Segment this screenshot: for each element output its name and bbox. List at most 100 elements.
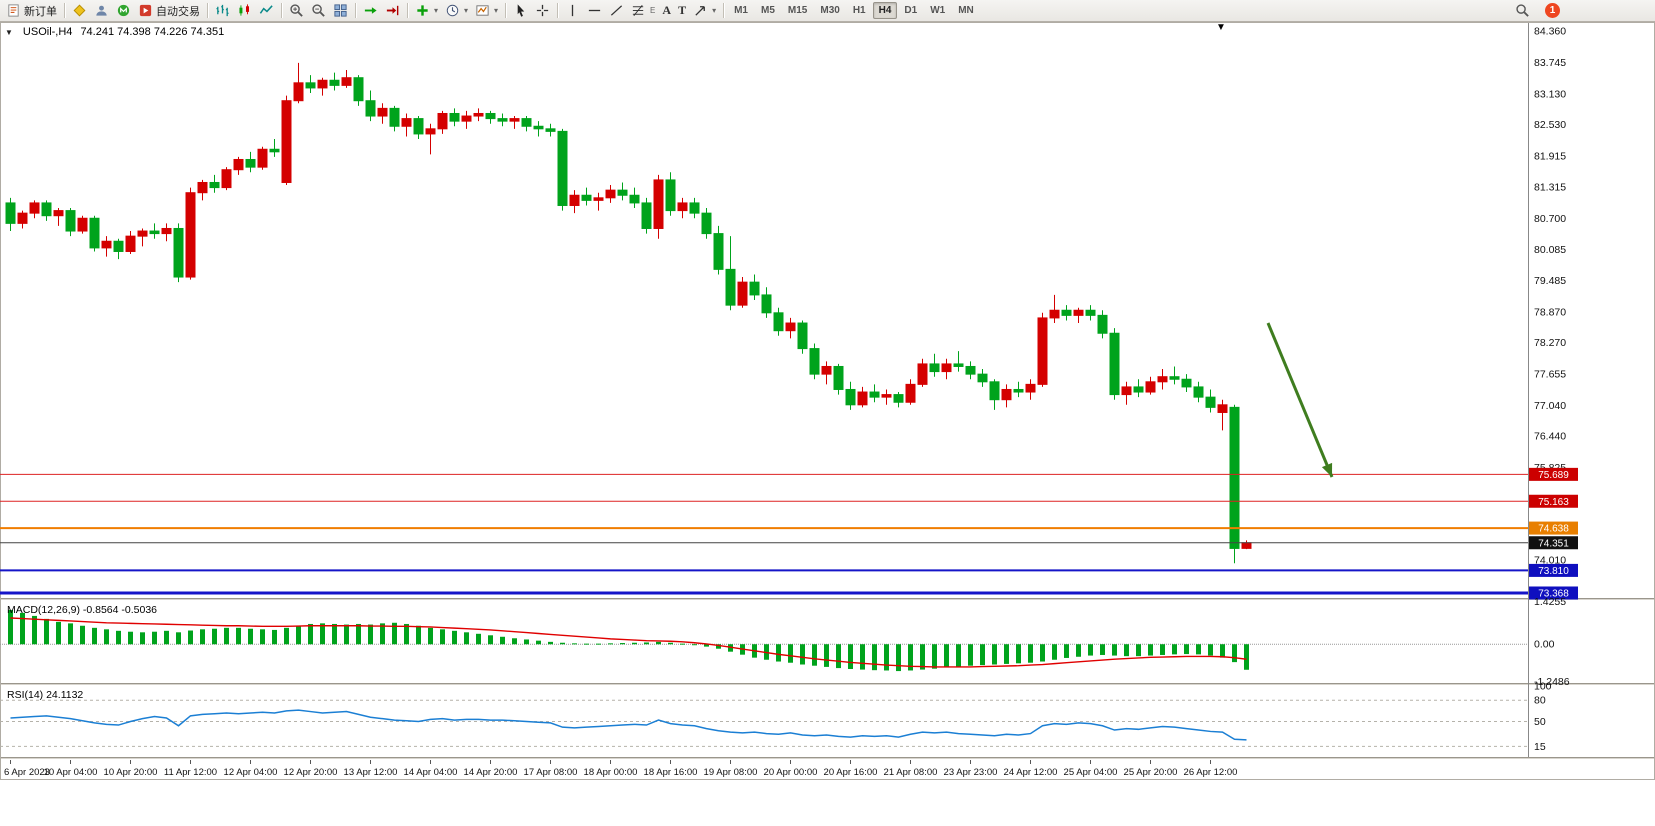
toolbar-separator	[64, 3, 65, 18]
candlestick-chart-button[interactable]	[234, 1, 255, 20]
bar-chart-icon	[216, 4, 229, 17]
profile-button[interactable]	[91, 1, 112, 20]
svg-text:78.870: 78.870	[1534, 306, 1566, 318]
svg-text:10 Apr 04:00: 10 Apr 04:00	[44, 767, 98, 778]
toolbar-separator	[207, 3, 208, 18]
zoom-in-button[interactable]	[286, 1, 307, 20]
svg-text:81.315: 81.315	[1534, 181, 1566, 193]
label-tool-label: T	[678, 3, 687, 17]
svg-text:50: 50	[1534, 716, 1546, 728]
svg-text:6 Apr 2023: 6 Apr 2023	[4, 767, 50, 778]
periods-button[interactable]: ▾	[442, 1, 471, 20]
svg-text:75.689: 75.689	[1538, 470, 1569, 481]
notification-badge[interactable]: 1	[1545, 3, 1560, 18]
svg-text:12 Apr 20:00: 12 Apr 20:00	[284, 767, 338, 778]
timeframe-m15[interactable]: M15	[782, 2, 813, 19]
svg-text:84.360: 84.360	[1534, 26, 1566, 38]
svg-text:1.4255: 1.4255	[1534, 596, 1566, 608]
search-button[interactable]	[1512, 1, 1533, 20]
svg-text:73.810: 73.810	[1538, 566, 1569, 577]
svg-text:17 Apr 08:00: 17 Apr 08:00	[524, 767, 578, 778]
crosshair-button[interactable]	[532, 1, 553, 20]
timeframe-m1[interactable]: M1	[728, 2, 754, 19]
timeframe-h1[interactable]: H1	[847, 2, 872, 19]
cursor-button[interactable]	[510, 1, 531, 20]
timeframe-h4[interactable]: H4	[872, 2, 898, 19]
trendline-button[interactable]	[606, 1, 627, 20]
market-watch-icon	[73, 4, 86, 17]
templates-button[interactable]: ▾	[472, 1, 501, 20]
svg-text:11 Apr 12:00: 11 Apr 12:00	[164, 767, 217, 778]
arrows-tool-button[interactable]: ▾	[690, 1, 719, 20]
autotrading-button[interactable]: 自动交易	[135, 1, 203, 20]
bar-chart-button[interactable]	[212, 1, 233, 20]
chart-canvas[interactable]: 84.360 83.745 83.130 82.530 81.915 81.315 80.7…	[0, 22, 1655, 780]
chart-shift-icon	[386, 5, 399, 16]
toolbar-separator	[281, 3, 282, 18]
svg-text:77.040: 77.040	[1534, 400, 1566, 412]
svg-text:14 Apr 20:00: 14 Apr 20:00	[464, 767, 518, 778]
svg-text:10 Apr 20:00: 10 Apr 20:00	[104, 767, 158, 778]
trendline-icon	[610, 5, 623, 16]
chart-title: ▼ USOil-,H4 74.241 74.398 74.226 74.351	[5, 26, 224, 38]
market-watch-button[interactable]	[69, 1, 90, 20]
toolbar-separator	[505, 3, 507, 18]
auto-scroll-icon	[364, 7, 377, 14]
price-axis: 84.360 83.745 83.130 82.530 81.915 81.315 80.7…	[1534, 26, 1566, 567]
toolbar-right-group: 1	[1512, 1, 1560, 20]
cursor-icon	[517, 4, 525, 17]
svg-text:14 Apr 04:00: 14 Apr 04:00	[404, 767, 458, 778]
label-tool-button[interactable]: T	[675, 1, 689, 20]
rsi-panel: 100 80 50 15	[0, 681, 1552, 753]
svg-text:74.351: 74.351	[1538, 538, 1569, 549]
new-order-button[interactable]: 新订单	[3, 1, 60, 20]
chart-collapse-icon[interactable]: ▼	[5, 27, 13, 37]
timeframe-m30[interactable]: M30	[814, 2, 845, 19]
line-chart-button[interactable]	[256, 1, 277, 20]
price-levels: 75.689 75.163 74.638 74.351 73.810 73.368	[0, 467, 1578, 600]
text-tool-button[interactable]: A	[659, 1, 674, 20]
chart-symbol-period: USOil-,H4	[22, 26, 73, 38]
svg-text:24 Apr 12:00: 24 Apr 12:00	[1004, 767, 1058, 778]
svg-text:73.368: 73.368	[1538, 588, 1569, 599]
new-order-label: 新订单	[24, 5, 57, 18]
svg-text:80.085: 80.085	[1534, 244, 1566, 256]
svg-text:13 Apr 12:00: 13 Apr 12:00	[344, 767, 398, 778]
profile-icon	[96, 5, 107, 16]
timeframe-d1[interactable]: D1	[898, 2, 923, 19]
text-tool-label: A	[662, 3, 672, 17]
trend-arrow-annotation	[1266, 322, 1334, 478]
zoom-out-button[interactable]	[308, 1, 329, 20]
svg-text:15: 15	[1534, 741, 1546, 753]
toolbar-separator	[407, 3, 408, 18]
svg-text:100: 100	[1534, 681, 1552, 693]
svg-text:25 Apr 04:00: 25 Apr 04:00	[1064, 767, 1118, 778]
candlestick-chart-icon	[239, 4, 249, 16]
svg-text:80: 80	[1534, 695, 1546, 707]
zoom-out-icon	[312, 4, 325, 17]
chart-shift-button[interactable]	[382, 1, 403, 20]
main-toolbar: 新订单 自动交易 ▾	[0, 0, 1655, 22]
svg-text:12 Apr 04:00: 12 Apr 04:00	[224, 767, 278, 778]
tile-windows-button[interactable]	[330, 1, 351, 20]
chart-shift-marker-icon[interactable]: ▼	[1216, 22, 1226, 33]
chart-oh lc-values: 74.241 74.398 74.226 74.351	[80, 26, 225, 38]
timeframe-w1[interactable]: W1	[924, 2, 951, 19]
svg-text:-1.2486: -1.2486	[1534, 676, 1570, 688]
toolbar-separator	[723, 3, 725, 18]
fibonacci-button[interactable]: E	[628, 1, 658, 20]
community-button[interactable]	[113, 1, 134, 20]
tile-windows-icon	[334, 4, 347, 17]
vertical-line-button[interactable]	[562, 1, 583, 20]
timeframe-mn[interactable]: MN	[952, 2, 980, 19]
svg-text:18 Apr 16:00: 18 Apr 16:00	[644, 767, 698, 778]
crosshair-icon	[536, 4, 549, 17]
svg-text:74.010: 74.010	[1534, 555, 1566, 567]
indicators-button[interactable]: ▾	[412, 1, 441, 20]
timeframe-m5[interactable]: M5	[755, 2, 781, 19]
svg-text:75.163: 75.163	[1538, 497, 1569, 508]
auto-scroll-button[interactable]	[360, 1, 381, 20]
autotrading-label: 自动交易	[156, 5, 200, 18]
horizontal-line-button[interactable]	[584, 1, 605, 20]
